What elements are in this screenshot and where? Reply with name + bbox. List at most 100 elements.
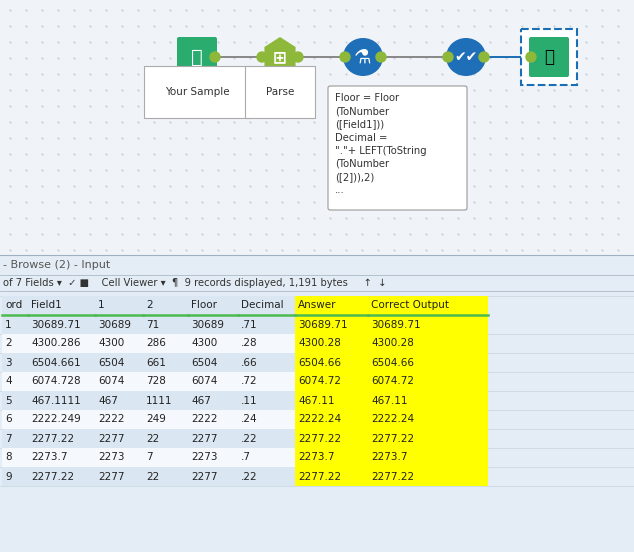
- Text: 6504.66: 6504.66: [298, 358, 341, 368]
- FancyBboxPatch shape: [238, 429, 295, 448]
- FancyBboxPatch shape: [2, 448, 28, 467]
- Text: 📖: 📖: [191, 47, 203, 66]
- Text: Your Sample: Your Sample: [165, 87, 230, 97]
- Text: 22: 22: [146, 471, 159, 481]
- FancyBboxPatch shape: [28, 334, 95, 353]
- Text: of 7 Fields ▾  ✓ ■    Cell Viewer ▾  ¶  9 records displayed, 1,191 bytes     ↑  : of 7 Fields ▾ ✓ ■ Cell Viewer ▾ ¶ 9 reco…: [3, 278, 387, 288]
- Text: 6504.66: 6504.66: [371, 358, 414, 368]
- Text: 2222.24: 2222.24: [298, 415, 341, 424]
- FancyBboxPatch shape: [95, 429, 143, 448]
- FancyBboxPatch shape: [143, 448, 188, 467]
- Text: 4300.28: 4300.28: [371, 338, 414, 348]
- FancyBboxPatch shape: [28, 296, 95, 315]
- FancyBboxPatch shape: [143, 429, 188, 448]
- FancyBboxPatch shape: [95, 353, 143, 372]
- Text: 30689.71: 30689.71: [371, 320, 420, 330]
- FancyBboxPatch shape: [95, 391, 143, 410]
- Text: 2273.7: 2273.7: [298, 453, 335, 463]
- Circle shape: [526, 52, 536, 62]
- FancyBboxPatch shape: [95, 315, 143, 334]
- Text: .72: .72: [241, 376, 257, 386]
- FancyBboxPatch shape: [295, 467, 368, 486]
- Text: .66: .66: [241, 358, 257, 368]
- FancyBboxPatch shape: [143, 296, 188, 315]
- FancyBboxPatch shape: [188, 448, 238, 467]
- Text: 2277: 2277: [191, 471, 217, 481]
- FancyBboxPatch shape: [295, 429, 368, 448]
- Text: ⊞: ⊞: [273, 48, 287, 66]
- Text: 2277.22: 2277.22: [31, 471, 74, 481]
- FancyBboxPatch shape: [188, 391, 238, 410]
- Text: Floor = Floor
(ToNumber
([Field1]))
Decimal =
"."+ LEFT(ToString
(ToNumber
([2]): Floor = Floor (ToNumber ([Field1])) Deci…: [335, 93, 427, 195]
- Circle shape: [210, 52, 220, 62]
- Text: 1: 1: [98, 300, 105, 310]
- FancyBboxPatch shape: [295, 315, 368, 334]
- Text: 🔭: 🔭: [544, 48, 554, 66]
- Text: 249: 249: [146, 415, 166, 424]
- Text: 2273: 2273: [191, 453, 217, 463]
- Text: 6504.661: 6504.661: [31, 358, 81, 368]
- Text: .24: .24: [241, 415, 257, 424]
- FancyBboxPatch shape: [368, 391, 488, 410]
- Text: 3: 3: [5, 358, 11, 368]
- Circle shape: [479, 52, 489, 62]
- FancyBboxPatch shape: [521, 29, 577, 85]
- FancyBboxPatch shape: [188, 353, 238, 372]
- FancyBboxPatch shape: [368, 296, 488, 315]
- FancyBboxPatch shape: [368, 372, 488, 391]
- Circle shape: [376, 52, 386, 62]
- Text: 2222.24: 2222.24: [371, 415, 414, 424]
- FancyBboxPatch shape: [295, 334, 368, 353]
- Text: 2277.22: 2277.22: [31, 433, 74, 443]
- FancyBboxPatch shape: [143, 410, 188, 429]
- FancyBboxPatch shape: [28, 391, 95, 410]
- Polygon shape: [264, 37, 295, 77]
- Text: 6074: 6074: [191, 376, 217, 386]
- FancyBboxPatch shape: [95, 467, 143, 486]
- Circle shape: [257, 52, 267, 62]
- FancyBboxPatch shape: [2, 372, 28, 391]
- FancyBboxPatch shape: [143, 391, 188, 410]
- Text: 2277: 2277: [98, 433, 124, 443]
- Text: 30689: 30689: [191, 320, 224, 330]
- Text: 4300.28: 4300.28: [298, 338, 341, 348]
- Text: 661: 661: [146, 358, 166, 368]
- Text: 22: 22: [146, 433, 159, 443]
- Text: 2222.249: 2222.249: [31, 415, 81, 424]
- Text: 467: 467: [98, 395, 118, 406]
- Text: 4300: 4300: [191, 338, 217, 348]
- FancyBboxPatch shape: [238, 448, 295, 467]
- Text: 467: 467: [191, 395, 211, 406]
- Text: Correct Output: Correct Output: [371, 300, 449, 310]
- FancyBboxPatch shape: [95, 372, 143, 391]
- FancyBboxPatch shape: [28, 315, 95, 334]
- Text: - Browse (2) - Input: - Browse (2) - Input: [3, 260, 110, 270]
- Text: 6074: 6074: [98, 376, 124, 386]
- FancyBboxPatch shape: [295, 353, 368, 372]
- FancyBboxPatch shape: [188, 467, 238, 486]
- Text: 2273: 2273: [98, 453, 124, 463]
- Text: 2: 2: [5, 338, 11, 348]
- Circle shape: [443, 52, 453, 62]
- FancyBboxPatch shape: [238, 315, 295, 334]
- FancyBboxPatch shape: [295, 372, 368, 391]
- Text: 728: 728: [146, 376, 166, 386]
- FancyBboxPatch shape: [295, 391, 368, 410]
- Text: Floor: Floor: [191, 300, 217, 310]
- FancyBboxPatch shape: [368, 353, 488, 372]
- Text: 9: 9: [5, 471, 11, 481]
- FancyBboxPatch shape: [95, 448, 143, 467]
- Text: 286: 286: [146, 338, 166, 348]
- Text: 2277.22: 2277.22: [298, 433, 341, 443]
- FancyBboxPatch shape: [295, 448, 368, 467]
- Text: 467.11: 467.11: [371, 395, 408, 406]
- FancyBboxPatch shape: [95, 334, 143, 353]
- FancyBboxPatch shape: [28, 467, 95, 486]
- FancyBboxPatch shape: [368, 315, 488, 334]
- Text: 2277.22: 2277.22: [298, 471, 341, 481]
- Text: 30689: 30689: [98, 320, 131, 330]
- FancyBboxPatch shape: [238, 296, 295, 315]
- FancyBboxPatch shape: [95, 296, 143, 315]
- FancyBboxPatch shape: [28, 410, 95, 429]
- Text: 6074.728: 6074.728: [31, 376, 81, 386]
